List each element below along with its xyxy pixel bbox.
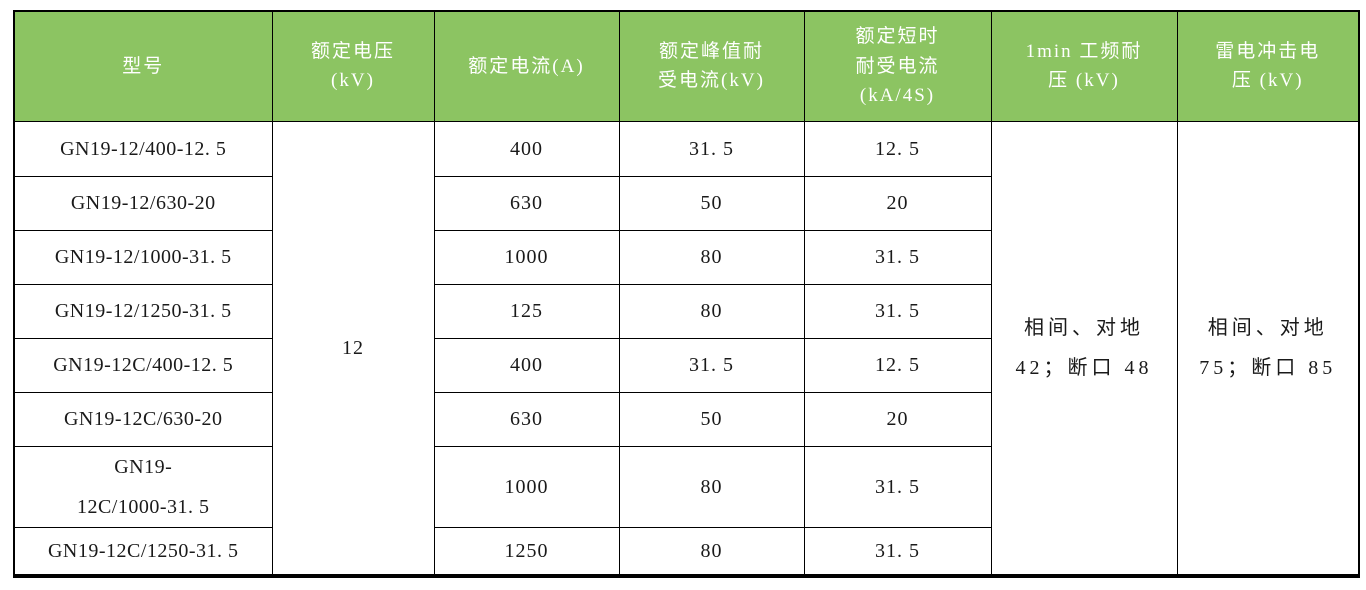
- short-time-cell: 31. 5: [803, 283, 992, 339]
- model-cell: GN19-12/1250-31. 5: [13, 283, 273, 339]
- table-row: GN19-12/1250-31. 5 125 80 31. 5: [13, 283, 1359, 339]
- peak-withstand-cell: 50: [618, 175, 805, 231]
- header-lightning-impulse: 雷电冲击电 压 (kV): [1176, 10, 1360, 122]
- table-row: GN19-12C/630-20 630 50 20: [13, 391, 1359, 447]
- short-time-cell: 12. 5: [803, 120, 992, 177]
- table-row: GN19-12/1000-31. 5 1000 80 31. 5: [13, 229, 1359, 285]
- short-time-cell: 31. 5: [803, 445, 992, 528]
- specification-table: 型号 额定电压 (kV) 额定电流(A) 额定峰值耐 受电流(kV) 额定短时 …: [13, 10, 1360, 578]
- header-model: 型号: [13, 10, 273, 122]
- table-row: GN19-12/630-20 630 50 20: [13, 175, 1359, 231]
- model-cell: GN19-12/630-20: [13, 175, 273, 231]
- model-cell: GN19-12C/400-12. 5: [13, 337, 273, 393]
- peak-withstand-cell: 80: [618, 229, 805, 285]
- peak-withstand-cell: 31. 5: [618, 120, 805, 177]
- model-cell: GN19-12/400-12. 5: [13, 120, 273, 177]
- peak-withstand-cell: 80: [618, 445, 805, 528]
- header-power-frequency-withstand: 1min 工频耐 压 (kV): [990, 10, 1178, 122]
- short-time-cell: 12. 5: [803, 337, 992, 393]
- rated-current-cell: 400: [433, 337, 620, 393]
- header-rated-current: 额定电流(A): [433, 10, 620, 122]
- rated-current-cell: 630: [433, 175, 620, 231]
- rated-voltage-merged-cell: 12: [271, 120, 435, 577]
- peak-withstand-cell: 80: [618, 283, 805, 339]
- peak-withstand-cell: 31. 5: [618, 337, 805, 393]
- rated-current-cell: 1000: [433, 445, 620, 528]
- rated-current-cell: 125: [433, 283, 620, 339]
- short-time-cell: 20: [803, 175, 992, 231]
- table-row: GN19-12C/1250-31. 5 1250 80 31. 5: [13, 526, 1359, 577]
- short-time-cell: 31. 5: [803, 229, 992, 285]
- power-freq-merged-cell: 相间、对地 42；断口 48: [990, 120, 1178, 577]
- rated-current-cell: 1250: [433, 526, 620, 577]
- rated-current-cell: 1000: [433, 229, 620, 285]
- model-cell: GN19-12/1000-31. 5: [13, 229, 273, 285]
- header-rated-voltage: 额定电压 (kV): [271, 10, 435, 122]
- table-row: GN19-12/400-12. 5 12 400 31. 5 12. 5 相间、…: [13, 120, 1360, 577]
- short-time-cell: 31. 5: [803, 526, 992, 577]
- short-time-cell: 20: [803, 391, 992, 447]
- lightning-impulse-merged-cell: 相间、对地 75；断口 85: [1176, 120, 1360, 577]
- peak-withstand-cell: 80: [618, 526, 805, 577]
- rated-current-cell: 630: [433, 391, 620, 447]
- model-cell: GN19- 12C/1000-31. 5: [13, 445, 273, 528]
- header-row: 型号 额定电压 (kV) 额定电流(A) 额定峰值耐 受电流(kV) 额定短时 …: [13, 10, 1360, 122]
- header-short-time-withstand-current: 额定短时 耐受电流 (kA/4S): [803, 10, 992, 122]
- model-cell: GN19-12C/1250-31. 5: [13, 526, 273, 577]
- rated-current-cell: 400: [433, 120, 620, 177]
- model-cell: GN19-12C/630-20: [13, 391, 273, 447]
- header-peak-withstand-current: 额定峰值耐 受电流(kV): [618, 10, 805, 122]
- peak-withstand-cell: 50: [618, 391, 805, 447]
- table-row: GN19-12C/400-12. 5 400 31. 5 12. 5: [13, 337, 1359, 393]
